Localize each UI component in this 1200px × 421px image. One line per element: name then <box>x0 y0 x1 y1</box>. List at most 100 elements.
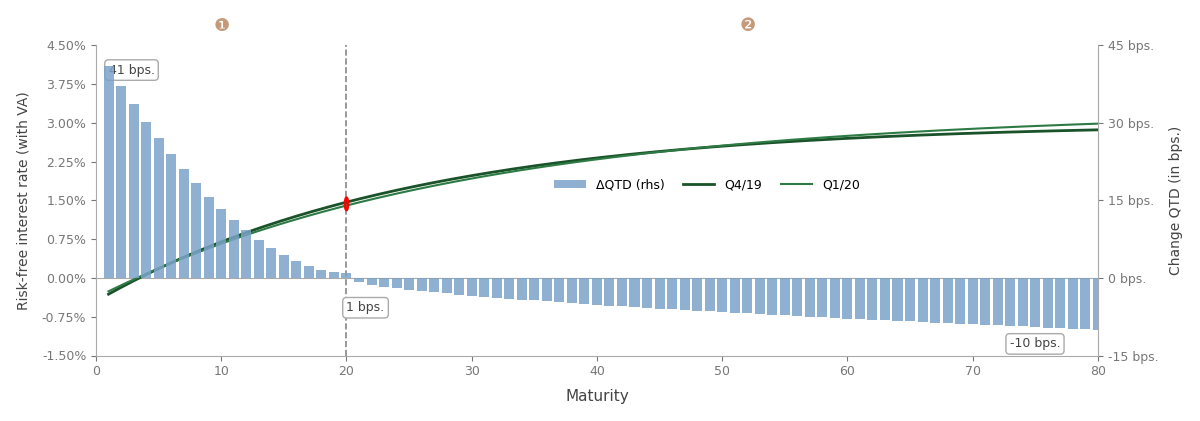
Bar <box>467 278 476 296</box>
Bar <box>580 278 589 304</box>
Bar <box>366 278 377 285</box>
Bar <box>216 209 227 278</box>
Bar <box>893 278 902 321</box>
Bar <box>905 278 916 322</box>
Bar <box>842 278 852 319</box>
Bar <box>755 278 764 314</box>
Bar <box>292 261 301 278</box>
Y-axis label: Risk-free interest rate (with VA): Risk-free interest rate (with VA) <box>17 91 31 310</box>
Q4/19 <box>571 157 586 163</box>
Bar <box>391 278 402 288</box>
Bar <box>154 139 163 278</box>
Q4/19 <box>912 133 926 138</box>
Bar <box>955 278 965 324</box>
Bar <box>654 278 665 309</box>
Bar <box>404 278 414 290</box>
Text: -10 bps.: -10 bps. <box>1009 337 1061 350</box>
Q1/20 <box>571 159 586 164</box>
Bar <box>817 278 827 317</box>
Bar <box>329 272 338 278</box>
Bar <box>517 278 527 300</box>
Bar <box>830 278 840 318</box>
Bar <box>142 122 151 278</box>
Bar <box>592 278 602 305</box>
Bar <box>191 184 202 278</box>
Q1/20 <box>912 129 926 134</box>
Bar <box>805 278 815 317</box>
Bar <box>354 278 364 282</box>
Y-axis label: Change QTD (in bps.): Change QTD (in bps.) <box>1169 126 1183 275</box>
Text: ❷: ❷ <box>739 17 755 35</box>
Bar <box>1093 278 1103 330</box>
Bar <box>266 248 276 278</box>
Q4/19 <box>1067 128 1081 133</box>
Bar <box>241 230 251 278</box>
Bar <box>128 104 138 278</box>
Bar <box>617 278 626 306</box>
Bar <box>792 278 803 316</box>
Bar <box>1080 278 1091 329</box>
Q1/20 <box>1067 122 1081 127</box>
Bar <box>116 85 126 278</box>
Bar <box>542 278 552 301</box>
Bar <box>980 278 990 325</box>
Q4/19 <box>1091 127 1105 132</box>
Bar <box>868 278 877 320</box>
Text: 1 bps.: 1 bps. <box>347 301 384 314</box>
Bar <box>1018 278 1027 327</box>
Bar <box>566 278 577 303</box>
Bar <box>166 155 176 278</box>
Text: ❶: ❶ <box>214 17 229 35</box>
Bar <box>1043 278 1052 328</box>
Bar <box>1055 278 1066 328</box>
Q1/20 <box>637 151 652 156</box>
Bar <box>930 278 940 322</box>
Bar <box>253 240 264 278</box>
Line: Q4/19: Q4/19 <box>108 130 1098 294</box>
Bar <box>103 66 114 278</box>
Bar <box>642 278 652 308</box>
Q4/19 <box>637 150 652 155</box>
Bar <box>918 278 928 322</box>
Bar <box>704 278 715 312</box>
Bar <box>504 278 515 298</box>
Bar <box>942 278 953 323</box>
Legend: ΔQTD (rhs), Q4/19, Q1/20: ΔQTD (rhs), Q4/19, Q1/20 <box>550 173 865 197</box>
Bar <box>529 278 539 301</box>
Q1/20 <box>101 289 115 294</box>
Bar <box>992 278 1003 325</box>
Bar <box>780 278 790 315</box>
Q4/19 <box>690 146 704 151</box>
Bar <box>342 273 352 278</box>
Bar <box>630 278 640 307</box>
Bar <box>379 278 389 287</box>
Bar <box>1031 278 1040 327</box>
Bar <box>317 270 326 278</box>
Bar <box>229 220 239 278</box>
Bar <box>730 278 739 313</box>
Bar <box>767 278 778 315</box>
Bar <box>492 278 502 298</box>
Bar <box>692 278 702 311</box>
Q4/19 <box>101 292 115 297</box>
Bar <box>442 278 451 293</box>
Q1/20 <box>690 145 704 150</box>
Bar <box>304 266 314 278</box>
Bar <box>278 255 289 278</box>
Line: Q1/20: Q1/20 <box>108 124 1098 291</box>
Bar <box>1068 278 1078 329</box>
Q4/19 <box>577 157 592 162</box>
Bar <box>605 278 614 306</box>
Q1/20 <box>1091 121 1105 126</box>
Bar <box>554 278 564 302</box>
Bar <box>743 278 752 313</box>
Bar <box>416 278 427 291</box>
Bar <box>967 278 978 324</box>
Bar <box>479 278 490 297</box>
Text: 41 bps.: 41 bps. <box>108 64 155 77</box>
Bar <box>880 278 890 320</box>
Q1/20 <box>577 158 592 163</box>
Bar <box>454 278 464 295</box>
X-axis label: Maturity: Maturity <box>565 389 629 404</box>
Bar <box>179 169 188 278</box>
